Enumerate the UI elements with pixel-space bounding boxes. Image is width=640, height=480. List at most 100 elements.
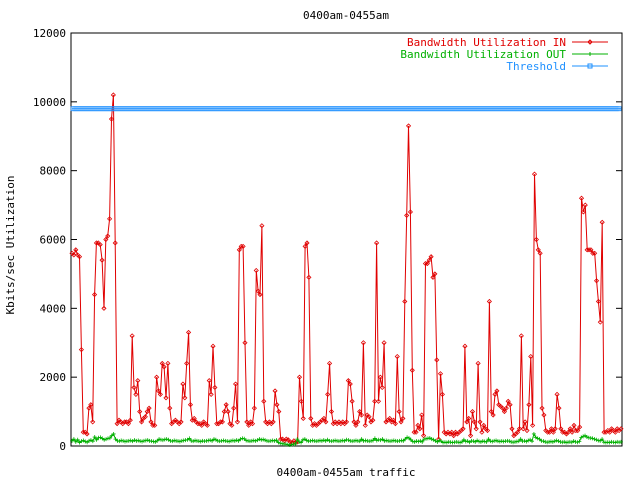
series-in-point — [167, 405, 173, 411]
series-in-point — [78, 347, 84, 353]
series-in-point — [108, 116, 115, 122]
series-in-point — [107, 216, 113, 222]
legend-label: Bandwidth Utilization IN — [407, 36, 566, 49]
series-out-point — [405, 435, 410, 440]
series-in-point — [577, 424, 583, 430]
series-in-point — [182, 395, 188, 401]
series-in-point — [477, 419, 483, 425]
series-out-point — [584, 435, 589, 440]
series-in-point — [355, 419, 361, 425]
series-in-point — [588, 247, 594, 253]
series-in-point — [347, 381, 353, 387]
series-out-point — [177, 439, 182, 444]
series-in-point — [101, 305, 107, 311]
series-in-point — [437, 371, 444, 377]
series-out-point — [437, 438, 442, 443]
series-in-point — [351, 419, 357, 425]
series-in-point — [302, 243, 308, 249]
series-in-point — [362, 422, 368, 428]
series-in-point — [88, 402, 94, 408]
series-in-point — [528, 353, 534, 360]
series-in-point — [159, 360, 165, 366]
series-out-point — [429, 437, 434, 442]
threshold-point — [616, 106, 622, 112]
series-in-point — [308, 415, 314, 422]
series-out-point — [261, 437, 266, 442]
series-in-point — [133, 391, 139, 397]
series-in-point — [586, 247, 592, 253]
series-out-point — [198, 439, 203, 444]
series-in-point — [592, 250, 598, 256]
series-in-point — [460, 426, 466, 432]
series-out-point — [346, 438, 351, 443]
series-out-point — [227, 439, 232, 444]
series-in-point — [349, 398, 355, 404]
series-out-point — [257, 437, 262, 442]
y-axis-ticks: 0 2000 4000 6000 8000 10000 12000 — [33, 27, 622, 453]
series-in-point — [539, 405, 545, 411]
series-in-point — [110, 92, 116, 98]
series-out-point — [357, 439, 362, 444]
series-in-point — [524, 427, 530, 434]
series-in-point — [229, 422, 235, 428]
series-in-point — [129, 333, 135, 339]
series-in-point — [612, 429, 618, 435]
series-in-point — [240, 243, 246, 249]
series-in-point — [187, 402, 194, 408]
series-in-point — [272, 388, 278, 394]
series-in-point — [195, 421, 201, 427]
series-out-point — [541, 439, 546, 444]
series-in-point — [379, 384, 385, 391]
series-in-point — [204, 422, 210, 428]
series-out-point — [71, 437, 76, 442]
series-in-point — [533, 236, 539, 243]
series-in-point — [345, 378, 351, 384]
series-out-point — [79, 439, 84, 444]
series-in-point — [516, 426, 523, 432]
series-in-point — [520, 426, 526, 432]
series-out-point — [208, 438, 213, 443]
series-out-point — [293, 441, 298, 446]
series-in-point — [270, 419, 276, 425]
series-in-point — [599, 219, 605, 225]
series-in-point — [569, 429, 575, 435]
series-in-point — [413, 429, 419, 435]
series-in-point — [180, 381, 186, 387]
series-in-point — [274, 402, 280, 408]
series-out-point — [444, 440, 449, 445]
series-in-point — [278, 436, 284, 442]
series-in-point — [321, 415, 327, 422]
series-out-point — [531, 431, 536, 436]
series-out-point — [490, 439, 495, 444]
series-in-point — [199, 422, 205, 428]
series-in-point — [464, 419, 470, 425]
series-out-point — [592, 437, 597, 442]
y-tick-label: 4000 — [40, 302, 67, 315]
series-in-point — [90, 419, 96, 425]
series-out-point — [484, 439, 489, 444]
series-in-point — [490, 412, 496, 418]
series-out-point — [272, 438, 277, 443]
series-in-point — [419, 412, 425, 418]
series-in-point — [484, 427, 491, 434]
series-in-point — [601, 429, 607, 435]
series-in-point — [304, 240, 310, 246]
series-in-point — [246, 422, 252, 428]
series-in-point — [223, 402, 229, 408]
series-in-point — [499, 405, 506, 411]
series-in-point — [571, 422, 577, 428]
series-out-point — [140, 439, 145, 444]
series-out-point — [90, 439, 95, 444]
series-in-point — [409, 367, 415, 373]
series-in-point — [105, 233, 111, 239]
series-out-point — [420, 439, 425, 444]
series-in-point — [381, 340, 387, 346]
series-out-point — [554, 438, 559, 443]
series-in-point — [71, 252, 77, 258]
series-in-point — [99, 257, 105, 263]
series-in-point — [157, 391, 163, 397]
series-in-point — [242, 340, 248, 346]
series-in-point — [421, 433, 427, 439]
series-in-point — [400, 415, 406, 422]
